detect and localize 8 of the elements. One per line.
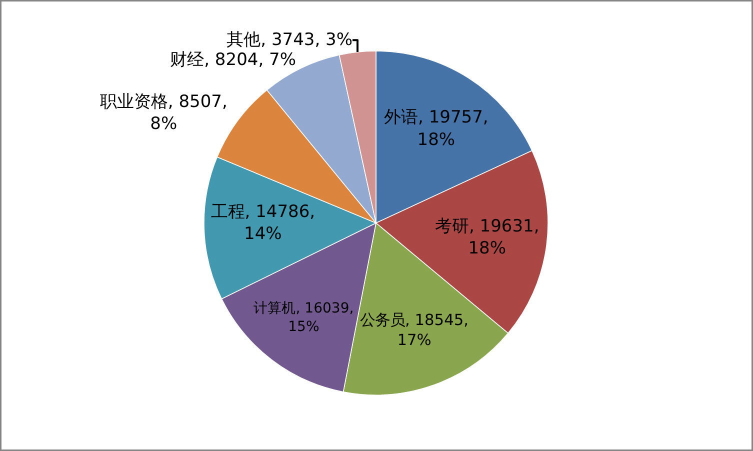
- slice-label: 公务员, 18545, 17%: [360, 310, 468, 349]
- slice-label: 外语, 19757, 18%: [384, 108, 488, 150]
- slice-label: 其他, 3743, 3%: [226, 30, 353, 50]
- slice-label: 职业资格, 8507, 8%: [100, 92, 228, 134]
- slice-label: 财经, 8204, 7%: [170, 50, 296, 70]
- slice-label: 考研, 19631, 18%: [434, 216, 540, 259]
- slice-label: 工程, 14786, 14%: [210, 202, 316, 244]
- slice-label: 计算机, 16039, 15%: [254, 300, 354, 335]
